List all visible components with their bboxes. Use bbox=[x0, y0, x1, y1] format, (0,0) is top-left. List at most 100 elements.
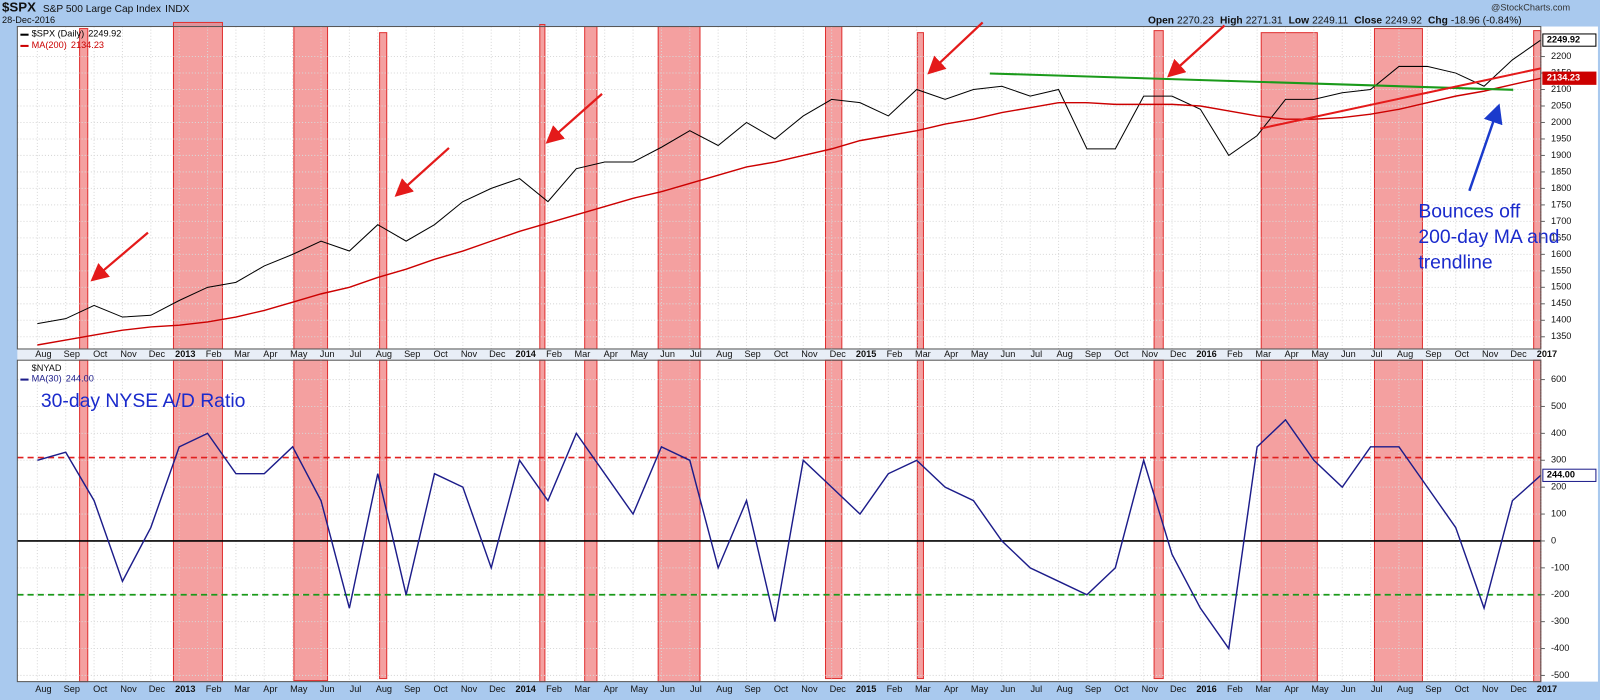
x-tick-label: Oct bbox=[1455, 349, 1470, 359]
last-value-label: 2249.92 bbox=[1547, 34, 1580, 44]
x-tick-label: Nov bbox=[1142, 684, 1159, 694]
x-tick-label: Nov bbox=[1482, 349, 1499, 359]
x-tick-label: Aug bbox=[1057, 684, 1073, 694]
x-tick-label: Feb bbox=[546, 684, 562, 694]
x-tick-label: 2015 bbox=[856, 349, 876, 359]
x-tick-label: Jun bbox=[1001, 349, 1016, 359]
x-tick-label: Aug bbox=[716, 684, 732, 694]
y-tick-label: -300 bbox=[1551, 616, 1569, 626]
x-tick-label: Oct bbox=[1114, 684, 1129, 694]
plot: Aug Sep Oct Nov Dec 2013 Feb Mar Apr May Jun Jul Aug… bbox=[16, 26, 1597, 694]
symbol: $SPX bbox=[2, 0, 36, 15]
quote-value: 2270.23 bbox=[1177, 15, 1214, 26]
arrow bbox=[394, 147, 450, 197]
x-tick-label: May bbox=[290, 684, 308, 694]
band bbox=[172, 359, 223, 683]
header: $SPX S&P 500 Large Cap Index INDX 28-Dec-… bbox=[2, 0, 1570, 26]
x-tick-label: Jul bbox=[690, 349, 702, 359]
arrow bbox=[1167, 24, 1226, 78]
annotation-shapes bbox=[90, 21, 1542, 282]
y-tick-label: -200 bbox=[1551, 589, 1569, 599]
x-tick-label: Dec bbox=[149, 349, 166, 359]
x-tick-label: Jul bbox=[1371, 349, 1383, 359]
x-tick-label: Jun bbox=[1341, 684, 1356, 694]
quote-label: Close bbox=[1354, 15, 1382, 26]
y-tick-label: 300 bbox=[1551, 455, 1566, 465]
x-tick-label: 2013 bbox=[175, 684, 195, 694]
x-tick-label: Aug bbox=[1057, 349, 1073, 359]
x-tick-label: Mar bbox=[1255, 349, 1271, 359]
band bbox=[379, 32, 388, 350]
x-tick-label: 2016 bbox=[1196, 684, 1216, 694]
x-tick-label: Apr bbox=[604, 349, 618, 359]
legend-name: $SPX (Daily) bbox=[32, 29, 85, 39]
band bbox=[1260, 32, 1318, 350]
x-tick-label: Sep bbox=[64, 349, 80, 359]
x-tick-label: Aug bbox=[376, 684, 392, 694]
highlight-bands bbox=[79, 21, 1542, 683]
x-tick-label: Mar bbox=[575, 349, 591, 359]
band bbox=[657, 26, 701, 350]
y-tick-label: 1900 bbox=[1551, 150, 1571, 160]
arrow bbox=[90, 231, 149, 282]
x-tick-label: Nov bbox=[461, 684, 478, 694]
x-tick-label: Dec bbox=[830, 684, 847, 694]
y-tick-label: 100 bbox=[1551, 508, 1566, 518]
band bbox=[172, 21, 223, 350]
y-tick-label: 200 bbox=[1551, 482, 1566, 492]
x-tick-label: Nov bbox=[461, 349, 478, 359]
band bbox=[379, 359, 388, 680]
band bbox=[657, 359, 701, 683]
legend-value: 2249.92 bbox=[88, 29, 121, 39]
y-tick-label: -400 bbox=[1551, 643, 1569, 653]
y-tick-label: 500 bbox=[1551, 401, 1566, 411]
y-tick-label: 1350 bbox=[1551, 331, 1571, 341]
x-tick-label: Dec bbox=[1510, 684, 1527, 694]
x-tick-label: Jul bbox=[350, 684, 362, 694]
x-tick-label: Aug bbox=[716, 349, 732, 359]
y-tick-label: -500 bbox=[1551, 670, 1569, 680]
legend-name: MA(200) bbox=[32, 40, 67, 50]
x-tick-label: Aug bbox=[1397, 684, 1413, 694]
y-tick-label: 2200 bbox=[1551, 51, 1571, 61]
x-tick-label: Apr bbox=[263, 684, 277, 694]
trendline bbox=[989, 72, 1514, 91]
y-tick-label: 1700 bbox=[1551, 216, 1571, 226]
x-tick-label: 2017 bbox=[1537, 684, 1557, 694]
x-tick-label: Oct bbox=[1455, 684, 1470, 694]
x-tick-label: Jun bbox=[1341, 349, 1356, 359]
annotation: 30-day NYSE A/D Ratio bbox=[41, 390, 246, 412]
annotation: trendline bbox=[1418, 251, 1492, 273]
x-tick-label: 2016 bbox=[1196, 349, 1216, 359]
x-tick-label: Feb bbox=[546, 349, 562, 359]
x-tick-label: Mar bbox=[915, 684, 931, 694]
trendline bbox=[1259, 67, 1542, 130]
x-tick-label: Jul bbox=[350, 349, 362, 359]
x-tick-label: May bbox=[1311, 349, 1329, 359]
x-tick-label: Feb bbox=[206, 349, 222, 359]
band bbox=[824, 26, 843, 350]
x-tick-label: Feb bbox=[206, 684, 222, 694]
y-tick-label: 600 bbox=[1551, 374, 1566, 384]
arrow bbox=[927, 21, 984, 75]
x-tick-label: Sep bbox=[744, 349, 760, 359]
band bbox=[1533, 359, 1542, 683]
quote-label: Low bbox=[1289, 15, 1309, 26]
y-tick-label: 1750 bbox=[1551, 199, 1571, 209]
x-tick-label: Dec bbox=[489, 684, 506, 694]
x-tick-label: Jun bbox=[660, 349, 675, 359]
name: S&P 500 Large Cap Index bbox=[43, 4, 161, 15]
x-tick-label: May bbox=[1311, 684, 1329, 694]
last-value-label: 2134.23 bbox=[1547, 73, 1580, 83]
band bbox=[1373, 359, 1423, 683]
x-tick-label: Apr bbox=[263, 349, 277, 359]
x-tick-label: Aug bbox=[35, 684, 51, 694]
quote-value: -18.96 (-0.84%) bbox=[1451, 15, 1522, 26]
y-tick-label: 1400 bbox=[1551, 315, 1571, 325]
x-tick-label: Dec bbox=[149, 684, 166, 694]
y-tick-label: 2050 bbox=[1551, 100, 1571, 110]
x-tick-label: Dec bbox=[830, 349, 847, 359]
x-tick-label: Sep bbox=[744, 684, 760, 694]
series-line bbox=[37, 39, 1542, 325]
arrow bbox=[545, 93, 603, 144]
